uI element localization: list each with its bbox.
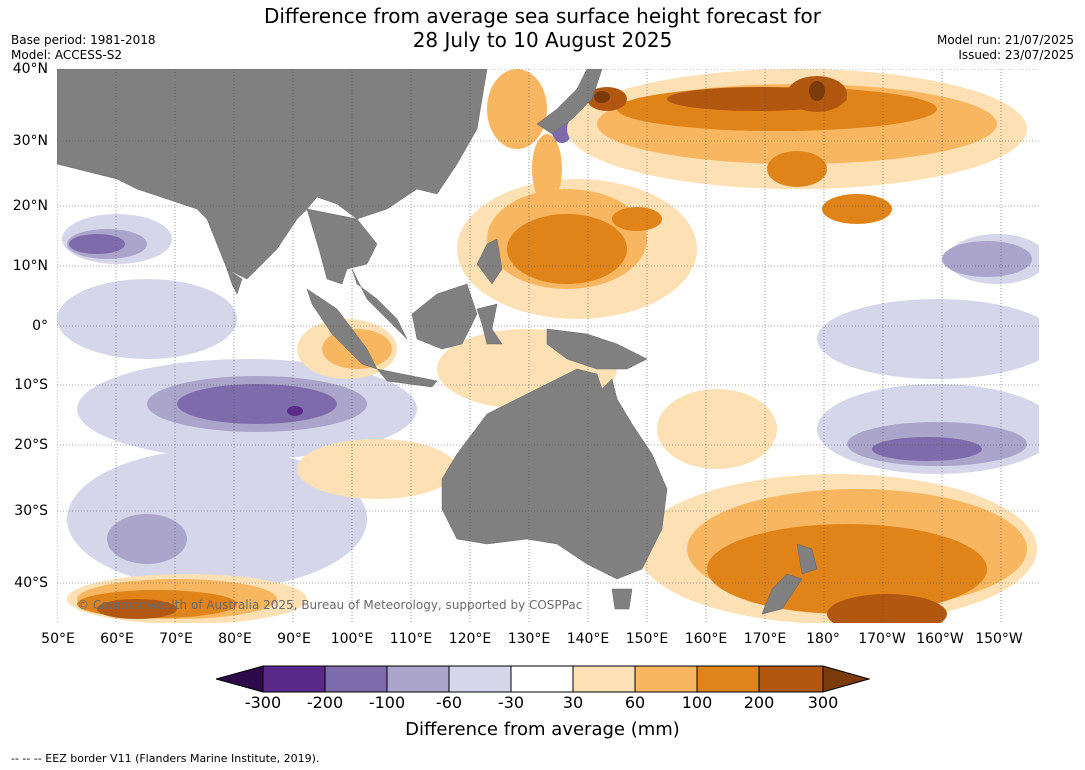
- colorbar-tick: -200: [306, 693, 344, 712]
- lon-label: 140°E: [566, 631, 610, 647]
- lon-label: 70°E: [159, 631, 193, 647]
- lon-label: 100°E: [330, 631, 374, 647]
- colorbar-swatch: [449, 666, 511, 692]
- lat-label: 30°S: [14, 503, 48, 519]
- anomaly-field: [57, 69, 1039, 623]
- colorbar-swatch: [635, 666, 697, 692]
- colorbar-tick: 100: [681, 693, 713, 712]
- colorbar-title: Difference from average (mm): [405, 719, 680, 740]
- lon-label: 150°E: [625, 631, 669, 647]
- model-name: Model: ACCESS-S2: [11, 48, 123, 62]
- colorbar-tick: -30: [497, 693, 525, 712]
- lon-label: 170°W: [858, 631, 906, 647]
- lon-label: 110°E: [389, 631, 433, 647]
- colorbar-swatch: [263, 666, 325, 692]
- title-line-2: 28 July to 10 August 2025: [412, 28, 673, 52]
- lon-label: 160°E: [684, 631, 728, 647]
- lat-label: 10°N: [12, 258, 48, 274]
- land-masses: [57, 69, 818, 615]
- lon-label: 90°E: [277, 631, 311, 647]
- colorbar: [216, 665, 870, 693]
- colorbar-swatch: [697, 666, 759, 692]
- lon-label: 130°E: [507, 631, 551, 647]
- colorbar-swatch: [511, 666, 573, 692]
- colorbar-swatch: [573, 666, 635, 692]
- colorbar-extend-low: [216, 666, 263, 692]
- meta-right: Model run: 21/07/2025 Issued: 23/07/2025: [937, 33, 1074, 63]
- meta-left: Base period: 1981-2018 Model: ACCESS-S2: [11, 33, 156, 63]
- colorbar-tick: -100: [368, 693, 406, 712]
- map-title: Difference from average sea surface heig…: [0, 4, 1085, 52]
- lon-label: 80°E: [218, 631, 252, 647]
- title-line-1: Difference from average sea surface heig…: [263, 4, 822, 28]
- colorbar-tick: 200: [743, 693, 775, 712]
- colorbar-tick: 60: [624, 693, 646, 712]
- colorbar-tick: -60: [435, 693, 463, 712]
- colorbar-swatch: [759, 666, 823, 692]
- colorbar-extend-high: [823, 666, 869, 692]
- lat-label: 20°N: [12, 198, 48, 214]
- lon-label: 150°W: [975, 631, 1023, 647]
- lat-label: 40°N: [12, 61, 48, 77]
- lat-label: 20°S: [14, 437, 48, 453]
- colorbar-swatch: [325, 666, 387, 692]
- lat-label: 0°: [32, 318, 48, 334]
- lon-label: 60°E: [100, 631, 134, 647]
- base-period: Base period: 1981-2018: [11, 33, 156, 47]
- model-run: Model run: 21/07/2025: [936, 33, 1074, 47]
- issued-date: Issued: 23/07/2025: [958, 48, 1074, 62]
- copyright-notice: © Commonwealth of Australia 2025, Bureau…: [77, 598, 583, 612]
- lon-label: 170°E: [743, 631, 787, 647]
- lat-label: 10°S: [14, 377, 48, 393]
- sea-level-map: [57, 69, 1039, 623]
- graticule: [57, 69, 1039, 623]
- lon-label: 120°E: [448, 631, 492, 647]
- lon-label: 50°E: [41, 631, 75, 647]
- colorbar-tick: 30: [562, 693, 584, 712]
- lon-label: 160°W: [916, 631, 964, 647]
- lat-label: 30°N: [12, 133, 48, 149]
- colorbar-swatch: [387, 666, 449, 692]
- lon-label: 180°: [806, 631, 840, 647]
- eez-note: -- -- -- EEZ border V11 (Flanders Marine…: [11, 752, 320, 765]
- colorbar-tick: -300: [244, 693, 282, 712]
- lat-label: 40°S: [14, 575, 48, 591]
- colorbar-tick: 300: [807, 693, 839, 712]
